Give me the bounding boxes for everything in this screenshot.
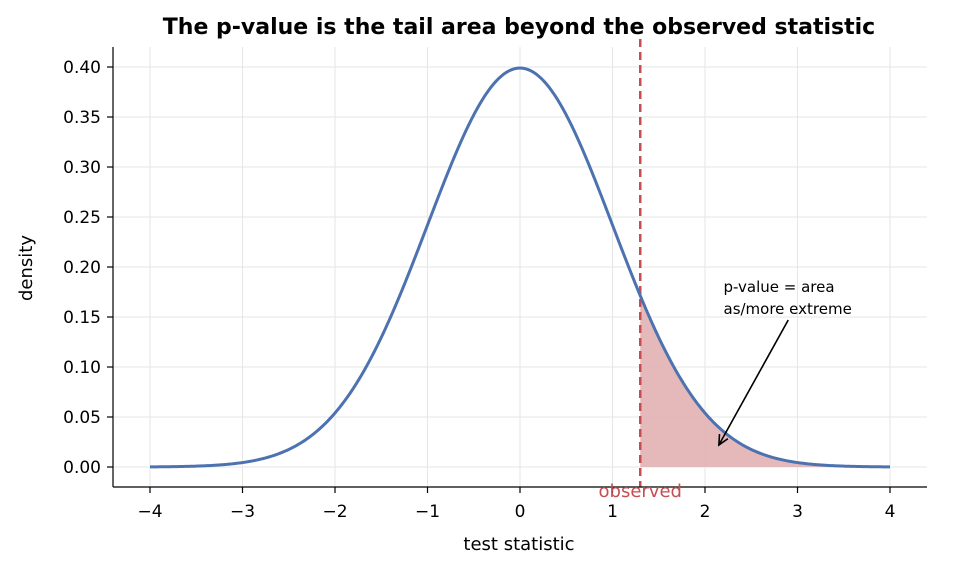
x-tick-label-6: 2 — [700, 502, 711, 522]
y-tick-label-4: 0.20 — [63, 258, 101, 278]
density-curve — [149, 66, 891, 469]
annotation: p-value = area as/more extreme — [717, 278, 852, 447]
x-tick-label-7: 3 — [792, 502, 803, 522]
annotation-line-1: p-value = area — [724, 278, 835, 296]
y-ticks: 0.00 0.05 0.10 0.15 0.20 0.25 0.30 0.35 0.40 — [63, 58, 113, 478]
x-tick-label-5: 1 — [607, 502, 618, 522]
x-tick-label-3: −1 — [415, 502, 440, 522]
y-tick-label-8: 0.40 — [63, 58, 101, 78]
annotation-arrow — [718, 319, 789, 446]
x-axis-label: test statistic — [463, 534, 574, 555]
y-tick-label-3: 0.15 — [63, 308, 101, 328]
x-tick-label-0: −4 — [137, 502, 162, 522]
grid — [113, 47, 927, 487]
y-tick-label-0: 0.00 — [63, 458, 101, 478]
y-tick-label-1: 0.05 — [63, 408, 101, 428]
observed-label: observed — [599, 481, 682, 502]
x-ticks: −4 −3 −2 −1 0 1 2 3 4 — [137, 487, 895, 522]
x-tick-label-1: −3 — [230, 502, 255, 522]
x-tick-label-4: 0 — [515, 502, 526, 522]
chart-title: The p-value is the tail area beyond the … — [163, 15, 875, 40]
x-tick-label-2: −2 — [322, 502, 347, 522]
y-tick-label-6: 0.30 — [63, 158, 101, 178]
y-tick-label-7: 0.35 — [63, 108, 101, 128]
y-tick-label-5: 0.25 — [63, 208, 101, 228]
tail-area — [640, 295, 890, 467]
y-axis-label: density — [16, 235, 37, 301]
x-tick-label-8: 4 — [885, 502, 896, 522]
annotation-arrowhead — [717, 433, 729, 447]
annotation-line-2: as/more extreme — [724, 300, 852, 318]
y-tick-label-2: 0.10 — [63, 358, 101, 378]
